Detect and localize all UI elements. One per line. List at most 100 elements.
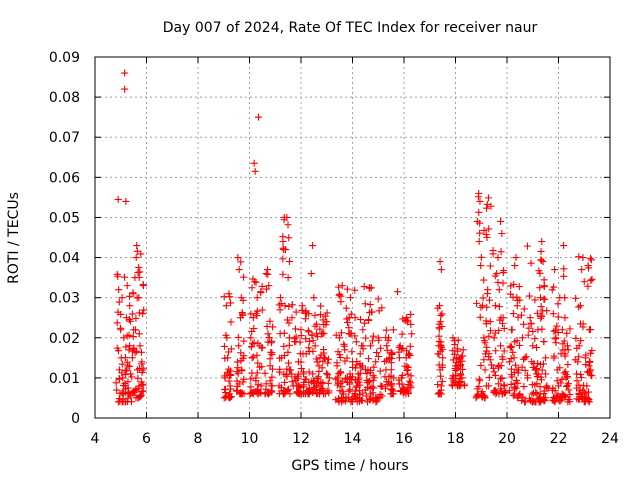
data-point [117,354,125,362]
data-point [120,273,128,281]
data-point [249,314,257,322]
data-point [351,314,359,322]
data-point [115,298,123,306]
data-point [539,360,547,368]
data-point [530,397,538,405]
data-point [385,378,393,386]
data-point [301,375,309,383]
data-point [348,348,356,356]
data-point [249,353,257,361]
data-point [360,283,368,291]
data-point [399,389,407,397]
data-point [323,369,331,377]
data-point [476,313,484,321]
data-point [117,326,125,334]
data-point [437,266,445,274]
data-point [366,309,374,317]
data-point [285,334,293,342]
x-tick-label: 14 [344,431,362,447]
data-point [128,310,136,318]
data-point [526,314,534,322]
data-point [361,319,369,327]
data-point [237,349,245,357]
data-point [309,370,317,378]
data-point [511,379,519,387]
data-point [537,247,545,255]
data-point [280,342,288,350]
data-point [552,334,560,342]
data-point [285,319,293,327]
data-point [356,360,364,368]
data-point [323,387,331,395]
data-point [498,320,506,328]
data-point [565,386,573,394]
data-point [485,350,493,358]
data-point [276,365,284,373]
data-point [238,309,246,317]
data-point [248,354,256,362]
data-point [115,366,123,374]
data-point [515,283,523,291]
data-point [114,347,122,355]
data-point [386,354,394,362]
data-point [305,337,313,345]
data-point [132,254,140,262]
data-point [296,350,304,358]
data-point [300,370,308,378]
data-point [528,398,536,406]
data-point [449,334,457,342]
data-point [264,338,272,346]
data-point [500,382,508,390]
data-point [500,325,508,333]
data-point [487,202,495,210]
data-point [321,312,329,320]
data-point [551,398,559,406]
data-point [495,327,503,335]
data-point [285,359,293,367]
data-point [281,378,289,386]
data-point [240,273,248,281]
data-point [535,394,543,402]
x-tick-label: 6 [142,431,151,447]
data-point [307,270,315,278]
data-point [459,365,467,373]
data-point [405,350,413,358]
data-point [240,337,248,345]
data-point [477,361,485,369]
data-point [121,85,129,93]
data-point [256,342,264,350]
data-point [537,302,545,310]
data-point [131,274,139,282]
data-point [511,262,519,270]
data-point [324,371,332,379]
data-point [534,395,542,403]
data-point [311,342,319,350]
data-point [304,327,312,335]
data-point [553,377,561,385]
data-point [128,354,136,362]
data-point [398,330,406,338]
data-point [406,351,414,359]
data-point [439,354,447,362]
data-point [288,314,296,322]
data-point [554,300,562,308]
data-point [512,384,520,392]
data-point [283,316,291,324]
data-point [133,366,141,374]
data-point [558,394,566,402]
data-point [351,391,359,399]
data-point [349,358,356,366]
data-point [235,380,243,388]
data-point [234,254,242,262]
data-point [573,377,581,385]
data-point [438,310,446,318]
data-point [405,377,413,385]
data-point [378,392,386,400]
data-point [296,384,304,392]
data-point [402,354,410,362]
data-point [264,266,272,274]
data-point [335,397,343,405]
data-point [477,253,485,261]
data-point [572,294,580,302]
data-point [558,326,566,334]
